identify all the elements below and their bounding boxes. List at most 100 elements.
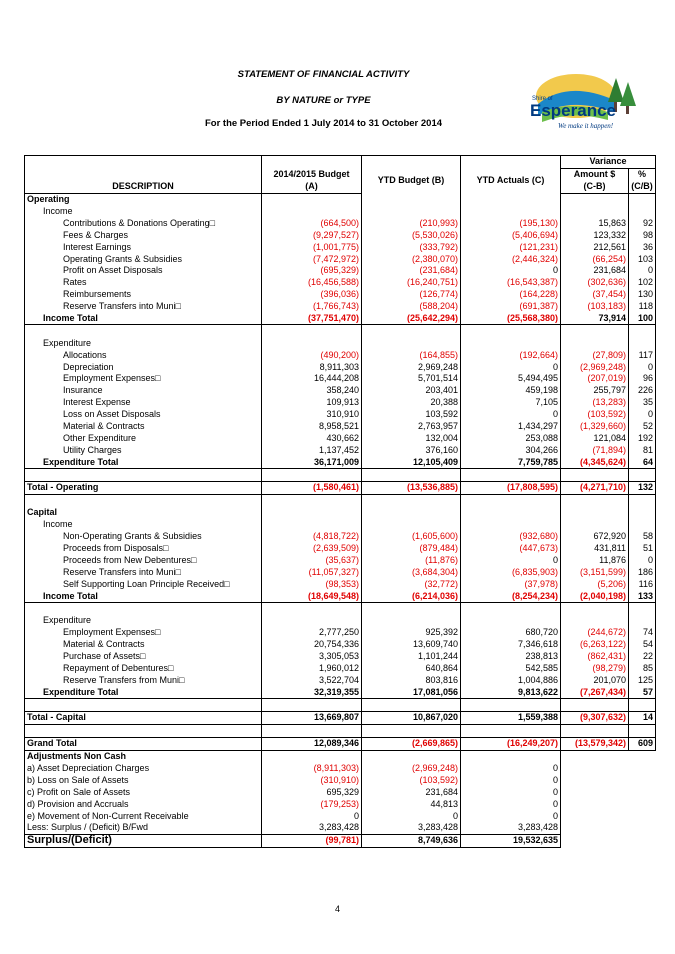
table-row: a) Asset Depreciation Charges (8,911,303)…: [24, 762, 656, 775]
variance-percent-cell: 51: [628, 542, 656, 555]
row-description: Profit on Asset Disposals: [24, 265, 262, 277]
ytd-actuals-cell: 0: [460, 798, 561, 811]
variance-amount-cell: (2,040,198): [560, 590, 629, 603]
ytd-budget-cell: [361, 614, 461, 627]
table-row: Operating: [24, 193, 656, 206]
budget-cell: 109,913: [261, 396, 362, 409]
budget-cell: (1,580,461): [261, 481, 362, 495]
ytd-budget-cell: [361, 698, 461, 712]
variance-amount-cell: (13,579,342): [560, 736, 629, 751]
variance-amount-cell: [560, 821, 629, 835]
variance-percent-cell: 74: [628, 626, 656, 639]
table-row: Rates (16,456,588) (16,240,751) (16,543,387…: [24, 276, 656, 289]
ytd-budget-cell: (2,969,248): [361, 762, 461, 775]
budget-cell: (8,911,303): [261, 762, 362, 775]
ytd-budget-cell: 231,684: [361, 786, 461, 799]
row-description: d) Provision and Accruals: [24, 798, 262, 811]
ytd-actuals-cell: 0: [460, 361, 561, 374]
description-header: DESCRIPTION: [24, 180, 262, 194]
variance-amount-cell: (6,263,122): [560, 638, 629, 651]
ytd-budget-cell: 44,813: [361, 798, 461, 811]
ytd-budget-cell: (231,684): [361, 265, 461, 277]
budget-cell: (1,001,775): [261, 241, 362, 254]
variance-percent-cell: [629, 774, 656, 786]
ytd-budget-cell: [361, 324, 461, 338]
variance-percent-cell: [629, 786, 656, 798]
ytd-actuals-cell: [460, 324, 561, 338]
spacer-row: [24, 698, 656, 712]
ytd-actuals-cell: (6,835,903): [460, 566, 561, 579]
row-description: Reserve Transfers from Muni□: [24, 674, 262, 687]
budget-cell: 32,319,355: [261, 686, 362, 700]
ytd-budget-cell: [361, 602, 461, 615]
table-row: d) Provision and Accruals (179,253) 44,813…: [24, 798, 656, 811]
variance-percent-cell: 35: [628, 396, 656, 409]
ytd-actuals-cell: 1,559,388: [460, 710, 561, 725]
table-row: Expenditure Total 36,171,009 12,105,409 7,7…: [24, 456, 656, 470]
row-description: Material & Contracts: [24, 420, 262, 433]
row-description: Adjustments Non Cash: [24, 749, 262, 763]
budget-sub-header: (A): [261, 180, 362, 194]
budget-cell: (695,329): [261, 265, 362, 277]
variance-amount-cell: (66,254): [560, 253, 629, 266]
budget-cell: (9,297,527): [261, 229, 362, 242]
row-description: Depreciation: [24, 361, 262, 374]
budget-cell: 3,305,053: [261, 650, 362, 663]
ytd-actuals-cell: 0: [460, 762, 561, 775]
row-description: Expenditure Total: [24, 456, 262, 470]
variance-amount-cell: 255,797: [560, 384, 629, 397]
variance-amount-cell: [560, 518, 629, 531]
variance-percent-cell: 0: [628, 408, 656, 421]
budget-cell: (490,200): [261, 349, 362, 362]
table-row: Surplus/(Deficit) (99,781) 8,749,636 19,532…: [24, 833, 656, 848]
budget-cell: [261, 518, 362, 531]
ytd-actuals-cell: [460, 193, 561, 206]
ytd-actuals-cell: (17,808,595): [460, 481, 561, 495]
ytd-budget-cell: [361, 749, 461, 763]
budget-header: 2014/2015 Budget: [261, 168, 362, 181]
table-row: Capital: [24, 506, 656, 519]
ytd-actuals-cell: 3,283,428: [460, 821, 561, 835]
variance-amount-cell: (5,206): [560, 578, 629, 591]
budget-cell: (179,253): [261, 798, 362, 811]
variance-amount-cell: (2,969,248): [560, 361, 629, 374]
row-description: Repayment of Debentures□: [24, 662, 262, 675]
table-row: Other Expenditure 430,662 132,004 253,088 12…: [24, 432, 656, 445]
ytd-budget-cell: (11,876): [361, 554, 461, 567]
financial-activity-table: Variance 2014/2015 Budget YTD Budget (B)…: [24, 155, 656, 848]
ytd-budget-cell: (3,684,304): [361, 566, 461, 579]
row-description: Interest Expense: [24, 396, 262, 409]
table-row: Adjustments Non Cash: [24, 749, 656, 763]
variance-percent-cell: [628, 518, 656, 531]
variance-percent-cell: 36: [628, 241, 656, 254]
budget-cell: [261, 698, 362, 712]
variance-percent-cell: [628, 468, 656, 482]
variance-percent-cell: 92: [628, 217, 656, 230]
variance-percent-cell: 64: [628, 456, 656, 470]
variance-amount-cell: (1,329,660): [560, 420, 629, 433]
ytd-actuals-cell: [460, 749, 561, 763]
variance-percent-cell: [629, 810, 656, 822]
ytd-budget-cell: 2,969,248: [361, 361, 461, 374]
table-row: Income Total (37,751,470) (25,642,294) (25,…: [24, 312, 656, 326]
variance-percent-cell: [628, 494, 656, 507]
variance-amount-cell: (207,019): [560, 373, 629, 385]
table-row: Fees & Charges (9,297,527) (5,530,026) (5,4…: [24, 229, 656, 242]
ytd-actuals-cell: [460, 698, 561, 712]
variance-amount-cell: [560, 698, 629, 712]
variance-percent-cell: [628, 193, 656, 206]
budget-cell: (35,637): [261, 554, 362, 567]
ytd-actuals-cell: (25,568,380): [460, 312, 561, 326]
variance-percent-cell: [629, 834, 656, 847]
variance-amount-cell: (4,271,710): [560, 481, 629, 495]
variance-amount-cell: (71,894): [560, 444, 629, 457]
ytd-budget-cell: 925,392: [361, 626, 461, 639]
amount-sub-header: (C-B): [560, 180, 629, 194]
ytd-budget-cell: 132,004: [361, 432, 461, 445]
variance-percent-cell: [628, 698, 656, 712]
row-description: Income Total: [24, 590, 262, 603]
ytd-budget-cell: 12,105,409: [361, 456, 461, 470]
table-row: Allocations (490,200) (164,855) (192,664) (2…: [24, 349, 656, 362]
variance-percent-cell: 98: [628, 229, 656, 242]
table-row: c) Profit on Sale of Assets 695,329 231,68…: [24, 786, 656, 799]
